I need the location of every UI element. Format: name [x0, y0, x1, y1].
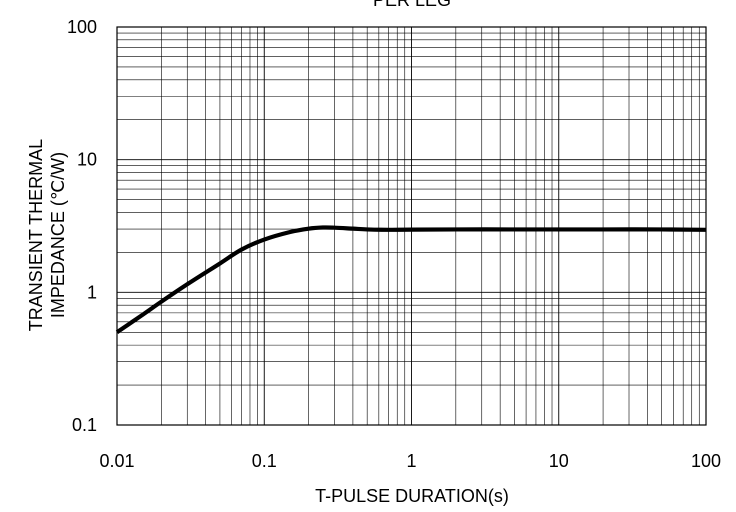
chart-title: PER LEG — [373, 0, 451, 10]
y-axis-label-line-1: TRANSIENT THERMAL — [26, 139, 46, 331]
series-layer — [115, 225, 707, 335]
y-tick-labels: 0.1 1 10 100 — [67, 17, 97, 435]
y-tick-label: 100 — [67, 17, 97, 37]
x-axis-label: T-PULSE DURATION(s) — [315, 486, 509, 506]
y-tick-label: 10 — [77, 150, 97, 170]
x-tick-label: 0.01 — [99, 451, 134, 471]
x-tick-label: 10 — [549, 451, 569, 471]
y-tick-label: 1 — [87, 282, 97, 302]
series-line — [115, 225, 707, 335]
x-tick-label: 1 — [406, 451, 416, 471]
chart-grid — [117, 27, 706, 425]
x-tick-label: 0.1 — [252, 451, 277, 471]
plot-frame — [116, 26, 707, 426]
y-axis-label-line-2: IMPEDANCE (℃/W) — [48, 152, 68, 318]
x-tick-labels: 0.01 0.1 1 10 100 — [99, 451, 721, 471]
x-tick-label: 100 — [691, 451, 721, 471]
y-tick-label: 0.1 — [72, 415, 97, 435]
